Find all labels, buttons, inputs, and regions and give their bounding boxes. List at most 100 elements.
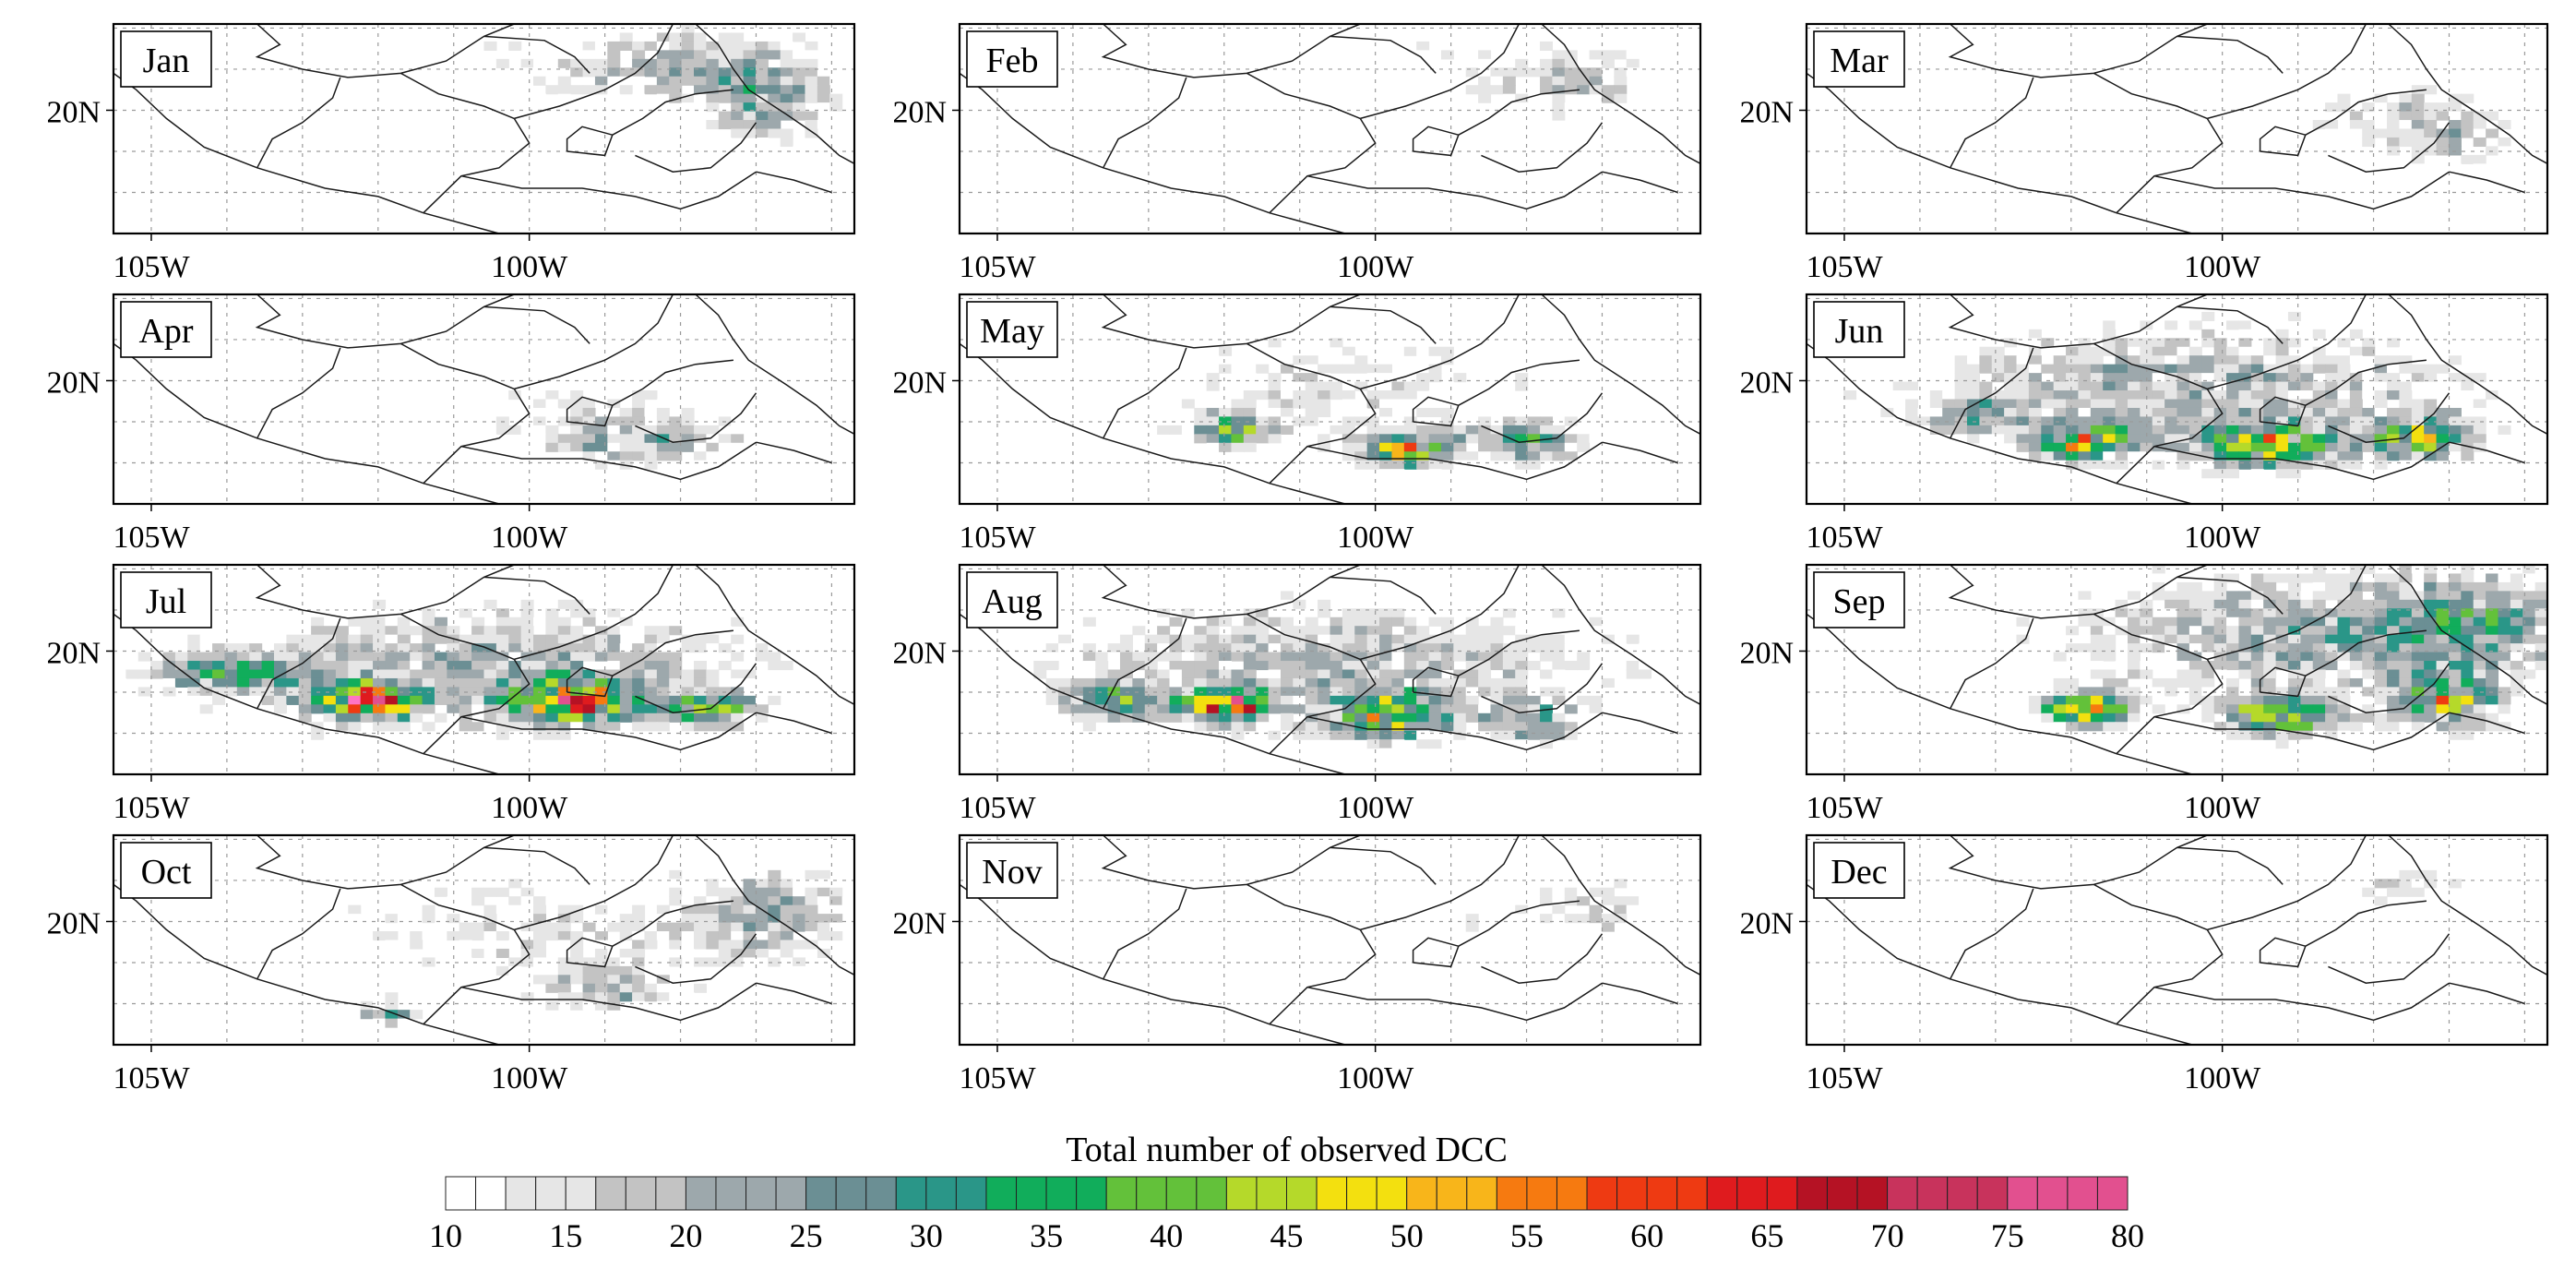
heat-cell [607, 896, 621, 906]
state-border [256, 77, 341, 169]
heat-cell [1268, 581, 1282, 592]
heat-cell [669, 50, 683, 60]
heat-cell [1342, 617, 1355, 627]
heat-cell [2362, 599, 2376, 609]
heat-cell [2016, 425, 2030, 435]
heat-cell [1465, 922, 1479, 932]
heat-cell [780, 861, 793, 871]
heat-cell [2275, 381, 2289, 391]
heat-cell [2300, 407, 2314, 418]
heat-cell [694, 896, 707, 906]
state-border [2328, 392, 2451, 443]
heat-cell [1181, 416, 1195, 426]
heat-cell [1490, 704, 1504, 714]
heat-cell [2115, 608, 2129, 618]
heat-cell [2115, 722, 2129, 732]
colorbar-cell [445, 1176, 477, 1211]
heat-cell [1577, 695, 1591, 705]
heat-cell [2411, 704, 2425, 714]
heat-cell [607, 608, 621, 618]
heat-cell [2263, 634, 2277, 644]
heat-cell [2287, 373, 2301, 383]
heat-cell [1540, 904, 1553, 915]
heat-cell [829, 887, 843, 897]
heat-cell [619, 416, 633, 426]
pacific-coastline [959, 613, 1346, 775]
heat-cell [1929, 399, 1943, 409]
heat-cell [656, 626, 670, 636]
heat-cell [681, 722, 695, 732]
heat-cell [2362, 137, 2376, 148]
heat-cell [2152, 303, 2165, 313]
heat-cell [1440, 643, 1454, 653]
heat-cell [2399, 451, 2413, 461]
heat-cell [1651, 922, 1664, 932]
heat-cell [2436, 722, 2450, 732]
heat-cell [533, 914, 547, 924]
heat-cell [644, 652, 658, 662]
heat-cell [2362, 643, 2376, 653]
heat-cell [582, 975, 596, 985]
heat-cell [2176, 581, 2190, 592]
heat-cell [447, 704, 460, 714]
heat-cell [1639, 669, 1652, 679]
heat-cell [557, 626, 571, 636]
heat-cell [1416, 460, 1430, 470]
heat-cell [2448, 695, 2462, 705]
heat-cell [1502, 643, 1516, 653]
heat-cell [1942, 407, 1956, 418]
heat-cell [1132, 652, 1146, 662]
heat-cell [471, 948, 485, 959]
heat-cell [1428, 346, 1442, 356]
heat-cell [2066, 643, 2080, 653]
heat-cell [594, 983, 608, 993]
heat-cell [335, 599, 349, 609]
heat-cell [780, 50, 793, 60]
heat-cell [520, 922, 534, 932]
heat-cell [2226, 407, 2240, 418]
heat-cell [2165, 442, 2178, 452]
colorbar-cell [1916, 1176, 1949, 1211]
heat-cell [2263, 695, 2277, 705]
state-border [1101, 564, 1361, 619]
heat-cell [2411, 626, 2425, 636]
heat-cell [1527, 896, 1541, 906]
heat-cell [1206, 355, 1220, 365]
heat-cell [1206, 712, 1220, 723]
colorbar-tick-label: 35 [1030, 1217, 1063, 1254]
heat-cell [2510, 687, 2523, 697]
heat-cell [2461, 390, 2475, 401]
heat-cell [397, 965, 411, 976]
heat-cell [1490, 364, 1504, 374]
heat-cell [1330, 338, 1343, 348]
heat-cell [1330, 712, 1343, 723]
state-border [1360, 293, 1520, 390]
heat-cell [557, 669, 571, 679]
heat-cell [1330, 722, 1343, 732]
heat-cell [2374, 390, 2388, 401]
heat-cell [2165, 626, 2178, 636]
heat-cell [483, 41, 497, 51]
heatmap-mar [2250, 76, 2523, 174]
heat-cell [793, 896, 806, 906]
heat-cell [1892, 442, 1906, 452]
heat-cell [2486, 669, 2499, 679]
heat-cell [533, 730, 547, 740]
heat-cell [1318, 687, 1331, 697]
heat-cell [706, 102, 720, 113]
heat-cell [1552, 58, 1566, 68]
heat-cell [656, 869, 670, 880]
heat-cell [1502, 67, 1516, 78]
heat-cell [1626, 669, 1640, 679]
heat-cell [471, 669, 485, 679]
heat-cell [1194, 722, 1208, 732]
heat-cell [373, 634, 387, 644]
heat-cell [656, 904, 670, 915]
heat-cell [805, 41, 818, 51]
frame-dec [1805, 833, 2549, 1047]
frame-oct [112, 833, 856, 1047]
heat-cell [286, 677, 300, 688]
heat-cell [2103, 407, 2117, 418]
heat-cell [2226, 677, 2240, 688]
heat-cell [2238, 591, 2252, 601]
